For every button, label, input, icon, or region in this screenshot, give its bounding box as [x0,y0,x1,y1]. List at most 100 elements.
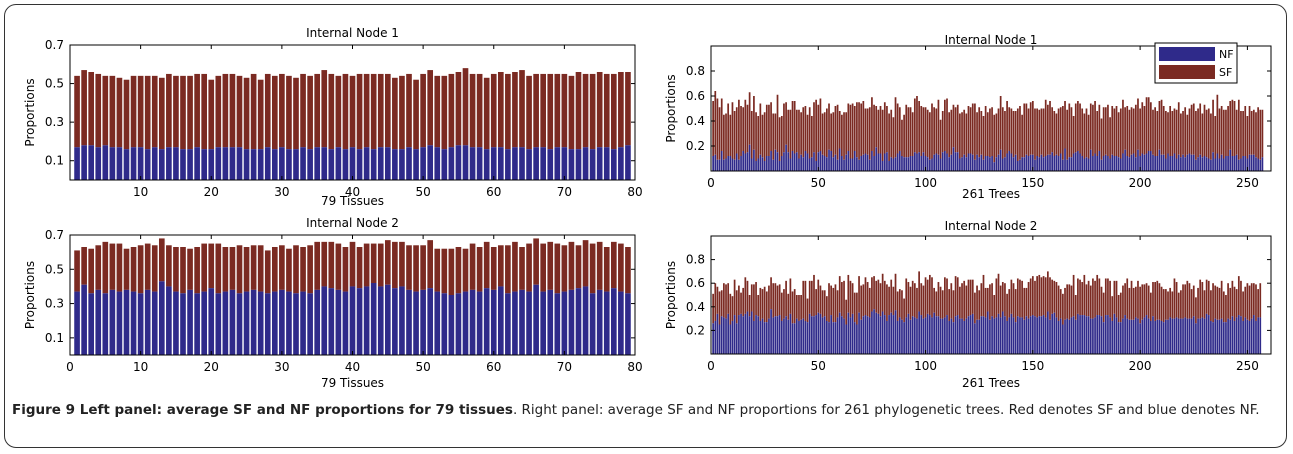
bar-sf [399,241,405,287]
bar-sf [847,103,850,151]
bar-sf [1240,111,1242,159]
bar-nf [918,311,920,354]
bar-sf [229,247,236,290]
bar-sf [800,112,802,155]
bar-sf [589,243,596,294]
bar-nf [1094,153,1096,171]
bar-nf [1227,318,1229,354]
bar-nf [1079,315,1081,354]
bar-nf [293,149,299,180]
bar-nf [1167,153,1169,171]
bar-nf [720,151,723,171]
bar-sf [939,286,942,319]
bar-sf [785,280,787,317]
bar-nf [462,145,469,180]
bar-nf [589,149,596,180]
bar-sf [1244,106,1247,156]
bar-sf [896,291,899,321]
bar-nf [843,159,845,171]
bar-sf [1053,111,1056,156]
bar-sf [971,103,974,155]
bar-nf [349,147,356,180]
bar-nf [300,291,306,355]
bar-nf [851,313,854,354]
bar-nf [875,147,878,171]
bar-nf [1240,158,1242,171]
bar-nf [804,320,807,354]
bar-sf [1068,103,1071,158]
bar-nf [1128,157,1131,171]
bar-nf [370,149,377,180]
bar-nf [1059,318,1062,354]
bar-sf [1257,107,1259,159]
bar-sf [130,247,137,292]
bar-nf [1225,156,1227,171]
bar-sf [194,247,200,294]
bar-sf [1165,289,1167,320]
bar-sf [879,106,882,154]
bar-sf [1085,108,1088,158]
bar-sf [969,107,972,154]
bar-nf [729,156,732,171]
bar-sf [1113,108,1116,156]
bar-sf [144,75,151,150]
bar-nf [995,317,998,354]
bar-sf [740,106,742,156]
bar-sf [841,282,843,317]
bar-sf [123,79,130,150]
bar-nf [448,295,455,355]
bar-sf [1141,284,1144,320]
bar-nf [716,313,719,354]
bar-sf [1006,293,1008,321]
bar-nf [740,156,742,171]
bar-sf [229,73,236,148]
bar-nf [894,157,897,171]
bar-nf [810,316,813,354]
bar-sf [462,68,469,146]
bar-sf [776,94,779,153]
bar-sf [314,241,321,290]
bar-sf [1190,289,1193,319]
bar-nf [335,289,342,355]
bar-nf [1104,315,1107,354]
bar-sf [307,245,313,294]
bar-nf [997,313,1000,354]
x-tick-label: 200 [1129,176,1152,190]
bar-nf [1092,156,1094,171]
bar-nf [913,152,916,171]
bar-sf [1154,107,1156,156]
bar-sf [1242,111,1244,156]
bar-sf [877,109,880,154]
bar-nf [610,149,617,180]
bar-sf [575,245,582,289]
bar-nf [946,315,948,354]
bar-sf [180,247,186,294]
x-tick-label: 50 [415,360,430,374]
bar-nf [768,318,770,354]
bar-sf [935,108,938,154]
bar-sf [1188,283,1191,319]
bar-nf [931,158,933,171]
bar-sf [392,77,398,150]
bar-sf [448,73,455,148]
bar-nf [1244,156,1247,171]
bar-nf [789,158,792,171]
bar-nf [1027,156,1030,171]
bar-nf [1010,153,1013,171]
bar-nf [1233,320,1236,354]
bar-nf [1207,315,1210,354]
bar-sf [1139,108,1141,156]
bar-nf [1104,154,1107,171]
bar-sf [883,102,886,154]
bar-nf [1147,151,1150,171]
bar-sf [1149,102,1152,151]
bar-nf [1051,313,1054,354]
bar-sf [750,111,753,159]
bar-nf [476,291,483,355]
bar-nf [271,149,278,180]
y-tick-label: 0.5 [45,262,64,276]
bar-sf [1210,113,1212,160]
bar-nf [1044,317,1047,354]
bar-nf [1199,154,1202,171]
bar-nf [802,318,805,354]
